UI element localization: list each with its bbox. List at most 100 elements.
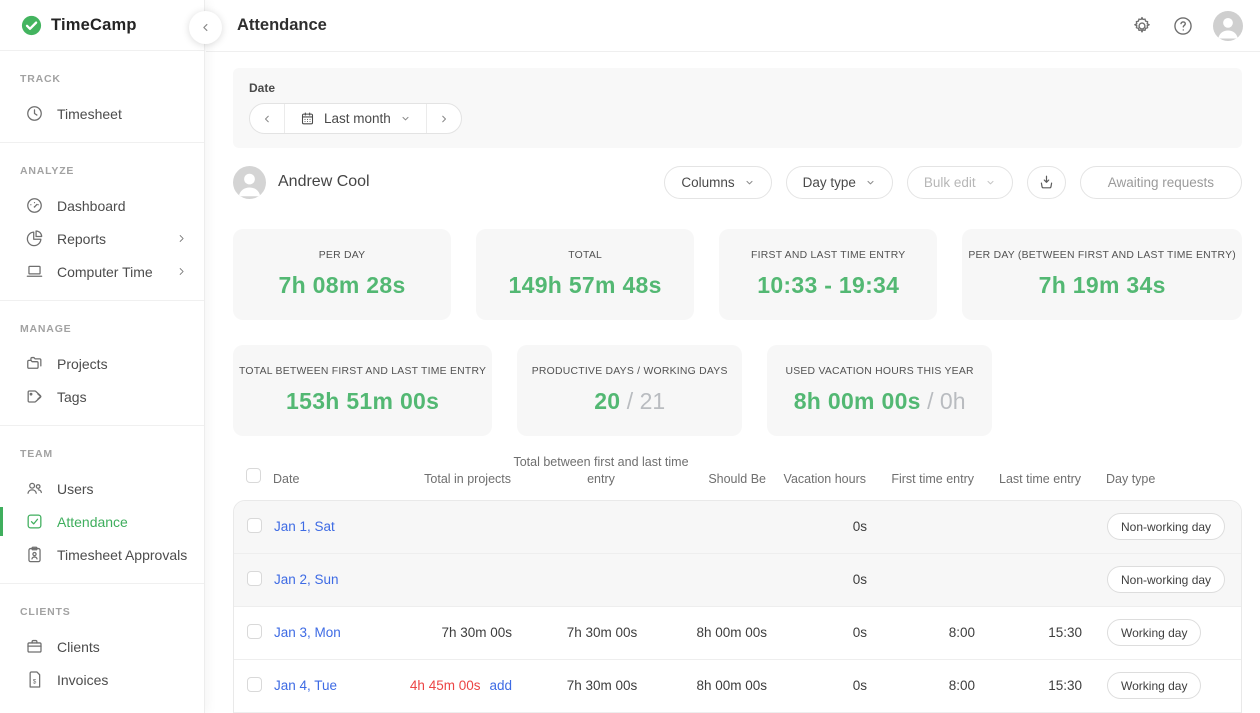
row-checkbox[interactable] (246, 570, 262, 586)
previous-period-button[interactable] (250, 104, 284, 133)
sidebar-item-clients[interactable]: Clients (0, 630, 204, 663)
chevron-down-icon (865, 177, 876, 188)
stat-secondary-value: / 0h (920, 388, 966, 414)
date-cell: Jan 3, Mon (274, 625, 404, 640)
column-header-should_be: Should Be (708, 471, 766, 486)
day-type-dropdown-button[interactable]: Day type (785, 165, 893, 199)
stat-value: 20 / 21 (594, 388, 665, 415)
sidebar-section-label: MANAGE (20, 323, 72, 335)
page-title: Attendance (237, 16, 327, 34)
sidebar-item-timesheet-approvals[interactable]: Timesheet Approvals (0, 538, 204, 571)
stat-label: TOTAL (568, 250, 603, 261)
sidebar-item-computer-time[interactable]: Computer Time (0, 255, 204, 288)
sidebar-item-invoices[interactable]: $ Invoices (0, 663, 204, 696)
timecamp-logo[interactable]: TimeCamp (20, 14, 137, 37)
add-time-link[interactable]: add (489, 678, 512, 694)
sidebar-item-dashboard[interactable]: Dashboard (0, 189, 204, 222)
sidebar-item-label: Invoices (57, 671, 109, 688)
date-cell: Jan 2, Sun (274, 572, 404, 587)
date-cell: Jan 4, Tue (274, 678, 404, 693)
main-area: Attendance Date (206, 0, 1260, 713)
sidebar-collapse-button[interactable] (189, 11, 222, 44)
stat-value: 7h 08m 28s (279, 272, 406, 299)
chevron-down-icon (985, 177, 996, 188)
calendar-icon (300, 111, 315, 126)
user-row: Andrew Cool Columns Day type Bulk edit (233, 164, 1242, 200)
date-range-value: Last month (324, 111, 391, 126)
day-type-label: Day type (802, 174, 856, 190)
table-row-jan-2-sun: Jan 2, Sun 0s Non-working day (234, 553, 1241, 607)
columns-dropdown-button[interactable]: Columns (664, 165, 772, 199)
stat-main-value: 8h 00m 00s (793, 388, 921, 414)
date-link[interactable]: Jan 2, Sun (274, 572, 339, 588)
select-all-checkbox[interactable] (245, 467, 261, 483)
day-type-badge[interactable]: Working day (1107, 619, 1202, 647)
day-type-cell: Non-working day (1082, 513, 1241, 541)
chevron-right-icon (175, 265, 188, 278)
sidebar-section-label: TEAM (20, 448, 53, 460)
sidebar-section-label: CLIENTS (20, 606, 71, 618)
date-range-control: Last month (249, 103, 462, 134)
date-cell: Jan 1, Sat (274, 519, 404, 534)
sidebar-item-projects[interactable]: Projects (0, 347, 204, 380)
stat-card-first-and-last-time-entry: FIRST AND LAST TIME ENTRY 10:33 - 19:34 (719, 229, 938, 320)
vacation-hours-cell: 0s (852, 678, 867, 694)
next-period-button[interactable] (425, 104, 461, 133)
sidebar-section-analyze: ANALYZE Dashboard Reports Computer Time (0, 143, 204, 301)
sidebar-item-users[interactable]: Users (0, 472, 204, 505)
stat-card-total-between-first-and-last-time-entry: TOTAL BETWEEN FIRST AND LAST TIME ENTRY 1… (233, 345, 493, 436)
gauge-icon (25, 196, 44, 215)
row-checkbox[interactable] (246, 623, 262, 639)
date-link[interactable]: Jan 1, Sat (274, 519, 335, 535)
chevron-left-icon (261, 113, 273, 125)
stat-main-value: 7h 08m 28s (278, 272, 406, 298)
sidebar-item-label: Tags (57, 388, 87, 405)
table-body: Jan 1, Sat 0s Non-working day Jan 2, Sun 0s N… (233, 499, 1242, 713)
date-link[interactable]: Jan 3, Mon (274, 625, 341, 641)
sidebar-item-attendance[interactable]: Attendance (0, 505, 204, 538)
sidebar-item-tags[interactable]: Tags (0, 380, 204, 413)
export-button[interactable] (1026, 165, 1066, 199)
row-checkbox-cell (246, 623, 262, 642)
stats-row-1: PER DAY 7h 08m 28s TOTAL 149h 57m 48s FIRST … (233, 229, 1242, 320)
sidebar-item-reports[interactable]: Reports (0, 222, 204, 255)
day-type-badge[interactable]: Working day (1107, 672, 1202, 700)
sidebar-item-label: Reports (57, 230, 107, 247)
stat-card-used-vacation-hours-this-year: USED VACATION HOURS THIS YEAR 8h 00m 00s … (767, 345, 993, 436)
sidebar-section-team: TEAM Users Attendance Timesheet Approvals (0, 426, 204, 584)
column-header-first_entry: First time entry (891, 471, 974, 486)
gear-icon[interactable] (1131, 15, 1153, 37)
invoice-icon: $ (25, 670, 44, 689)
row-checkbox[interactable] (246, 676, 262, 692)
help-icon[interactable] (1172, 15, 1194, 37)
stat-value: 10:33 - 19:34 (757, 272, 899, 299)
sidebar-item-label: Clients (57, 638, 100, 655)
date-range-dropdown[interactable]: Last month (284, 104, 426, 133)
stat-main-value: 153h 51m 00s (286, 388, 440, 414)
date-filter-panel: Date Last month (233, 68, 1242, 148)
stat-label: USED VACATION HOURS THIS YEAR (785, 366, 974, 377)
sidebar-item-timesheet[interactable]: Timesheet (0, 97, 204, 130)
bulk-edit-dropdown-button[interactable]: Bulk edit (906, 165, 1013, 199)
header-actions (1131, 10, 1243, 41)
user-avatar-menu[interactable] (1213, 10, 1243, 41)
first-time-entry-cell: 8:00 (948, 678, 975, 694)
last-time-entry-cell: 15:30 (1048, 678, 1082, 694)
brand-name: TimeCamp (51, 15, 137, 34)
stat-label: TOTAL BETWEEN FIRST AND LAST TIME ENTRY (239, 366, 487, 377)
sidebar-nav: TRACK Timesheet ANALYZE Dashboard Reports Com… (0, 51, 204, 708)
total-in-projects-value: 4h 45m 00s (409, 678, 481, 694)
day-type-badge[interactable]: Non-working day (1107, 513, 1226, 541)
date-link[interactable]: Jan 4, Tue (274, 678, 338, 694)
briefcase-icon (25, 637, 44, 656)
row-checkbox[interactable] (246, 517, 262, 533)
row-checkbox-cell (246, 570, 262, 589)
stat-value: 7h 19m 34s (1039, 272, 1166, 299)
sidebar-item-label: Computer Time (57, 263, 153, 280)
checkbox-icon (25, 512, 44, 531)
day-type-badge[interactable]: Non-working day (1107, 566, 1226, 594)
awaiting-requests-button[interactable]: Awaiting requests (1079, 165, 1242, 199)
chevron-left-icon (199, 21, 212, 34)
day-type-cell: Working day (1082, 619, 1241, 647)
stat-main-value: 10:33 - 19:34 (757, 272, 900, 298)
